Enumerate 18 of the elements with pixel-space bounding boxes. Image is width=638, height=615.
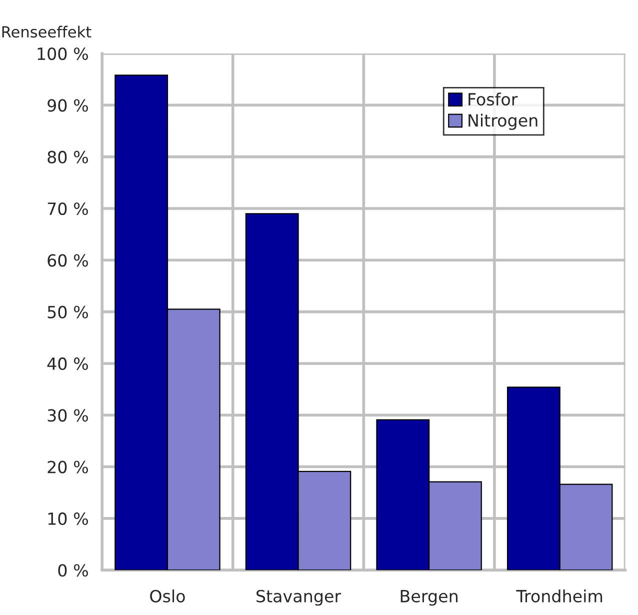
- y-tick-label: 100 %: [38, 47, 88, 60]
- y-axis-title: Renseeffekt: [2, 26, 92, 38]
- x-tick-label: Bergen: [400, 590, 458, 606]
- y-tick-label: 20 %: [48, 460, 88, 474]
- x-tick-label: Trondheim: [516, 590, 602, 602]
- y-tick-label: 70 %: [48, 202, 88, 216]
- x-tick-label: Stavanger: [256, 590, 342, 606]
- y-tick-label: 90 %: [48, 99, 88, 112]
- y-tick-label: 0 %: [58, 564, 88, 577]
- y-tick-label: 50 %: [48, 306, 88, 318]
- x-tick-label: Oslo: [150, 590, 185, 602]
- y-tick-label: 10 %: [48, 512, 88, 526]
- legend-label: Nitrogen: [468, 114, 538, 130]
- y-tick-label: 80 %: [48, 150, 88, 164]
- y-tick-label: 40 %: [47, 357, 88, 370]
- legend-label: Fosfor: [468, 92, 518, 106]
- y-tick-label: 30 %: [48, 409, 88, 422]
- y-tick-label: 60 %: [48, 254, 88, 267]
